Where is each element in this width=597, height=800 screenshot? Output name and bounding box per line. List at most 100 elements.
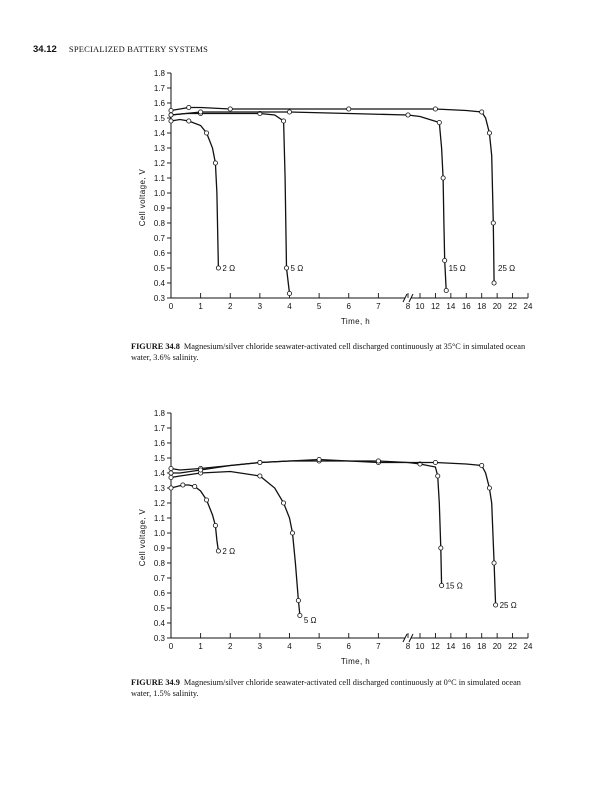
- curve-label: 15 Ω: [446, 582, 463, 591]
- y-tick-label: 1.3: [154, 484, 166, 493]
- x-axis-label: Time, h: [341, 657, 370, 666]
- curve-label: 25 Ω: [500, 601, 517, 610]
- x-tick-label: 12: [431, 302, 440, 311]
- y-tick-label: 0.6: [154, 589, 166, 598]
- data-point: [168, 466, 174, 472]
- x-tick-label: 22: [508, 302, 517, 311]
- data-point: [436, 120, 442, 126]
- x-tick-label: 8: [406, 302, 411, 311]
- data-point: [204, 497, 210, 503]
- data-point: [281, 500, 287, 506]
- data-point: [490, 220, 496, 226]
- data-point: [435, 473, 441, 479]
- data-point: [257, 460, 263, 466]
- x-tick-label: 3: [258, 302, 263, 311]
- x-tick-label: 5: [317, 302, 322, 311]
- data-point: [212, 523, 218, 529]
- x-tick-label: 1: [198, 642, 203, 651]
- x-tick-label: 20: [493, 302, 502, 311]
- curve-label: 2 Ω: [222, 547, 235, 556]
- y-tick-label: 0.9: [154, 544, 166, 553]
- data-point: [212, 160, 218, 166]
- data-point: [479, 463, 485, 469]
- x-tick-label: 3: [258, 642, 263, 651]
- x-tick-label: 18: [477, 302, 486, 311]
- y-tick-label: 1.8: [154, 409, 166, 418]
- data-point: [281, 118, 287, 124]
- y-tick-label: 0.5: [154, 264, 166, 273]
- data-point: [297, 612, 303, 618]
- data-point: [286, 290, 292, 296]
- y-tick-label: 0.4: [154, 279, 166, 288]
- figure-34-9-chart: 0.3 0.4 0.5 0.6 0.7 0.8 0.9 1.0 1.1 1.2 1.3 1.4 1.5 1…: [138, 409, 533, 666]
- y-tick-label: 1.6: [154, 439, 166, 448]
- y-tick-label: 1.5: [154, 114, 166, 123]
- y-tick-label: 0.9: [154, 204, 166, 213]
- figure-34-9-caption-text: Magnesium/silver chloride seawater-activ…: [131, 678, 521, 698]
- series-line-2-ohm: [170, 484, 220, 552]
- data-point: [198, 467, 204, 473]
- data-point: [432, 460, 438, 466]
- y-tick-label: 1.4: [154, 129, 166, 138]
- data-point: [289, 530, 295, 536]
- x-tick-label: 0: [169, 642, 174, 651]
- data-point: [186, 118, 192, 124]
- data-point: [491, 560, 497, 566]
- series-line-5-ohm: [170, 112, 291, 294]
- series-line-25-ohm: [170, 106, 495, 284]
- data-point: [405, 112, 411, 118]
- y-tick-label: 1.1: [154, 174, 166, 183]
- data-point: [257, 473, 263, 479]
- data-point: [286, 109, 292, 115]
- figure-34-9-caption: FIGURE 34.9 Magnesium/silver chloride sea…: [131, 677, 536, 699]
- y-tick-label: 1.1: [154, 514, 166, 523]
- series-line-2-ohm: [170, 118, 220, 269]
- data-point: [227, 106, 233, 112]
- data-point: [168, 108, 174, 114]
- y-tick-label: 1.4: [154, 469, 166, 478]
- data-point: [295, 597, 301, 603]
- x-tick-label: 6: [347, 302, 352, 311]
- y-tick-label: 1.5: [154, 454, 166, 463]
- data-point: [442, 257, 448, 263]
- y-tick-label: 1.8: [154, 69, 166, 78]
- figure-34-8-caption-text: Magnesium/silver chloride seawater-activ…: [131, 342, 526, 362]
- x-tick-label: 2: [228, 642, 233, 651]
- data-point: [215, 265, 221, 271]
- y-tick-label: 0.5: [154, 604, 166, 613]
- y-tick-label: 0.7: [154, 574, 166, 583]
- plot-area: 0.3 0.4 0.5 0.6 0.7 0.8 0.9 1.0 1.1 1.2 1.3 1.4 1.5 1…: [138, 409, 533, 666]
- x-tick-label: 16: [462, 642, 471, 651]
- y-tick-label: 1.6: [154, 99, 166, 108]
- y-tick-label: 1.2: [154, 499, 166, 508]
- data-point: [168, 112, 174, 118]
- x-tick-label: 7: [376, 642, 381, 651]
- axis-break-mark: [402, 633, 414, 643]
- page-header: 34.12 SPECIALIZED BATTERY SYSTEMS: [33, 44, 208, 58]
- data-point: [443, 287, 449, 293]
- x-tick-label: 0: [169, 302, 174, 311]
- data-point: [168, 118, 174, 124]
- y-tick-label: 1.2: [154, 159, 166, 168]
- figure-34-8-chart: 0.3 0.4 0.5 0.6 0.7 0.8 0.9 1.0 1.1 1.2 1.3 1.4 1.5 1…: [138, 69, 533, 326]
- y-tick-label: 1.7: [154, 424, 166, 433]
- series-line-25-ohm: [171, 458, 497, 606]
- data-point: [438, 545, 444, 551]
- x-tick-label: 20: [493, 642, 502, 651]
- x-tick-label: 24: [524, 302, 533, 311]
- data-point: [168, 485, 174, 491]
- x-tick-label: 2: [228, 302, 233, 311]
- x-tick-label: 14: [446, 642, 455, 651]
- y-tick-label: 1.0: [154, 189, 166, 198]
- x-tick-label: 5: [317, 642, 322, 651]
- x-tick-label: 4: [287, 642, 292, 651]
- curve-label: 5 Ω: [291, 264, 304, 273]
- data-point: [168, 470, 174, 476]
- curve-label: 15 Ω: [449, 264, 466, 273]
- series-line-15-ohm: [170, 111, 447, 291]
- y-axis-label: Cell voltage, V: [138, 508, 147, 566]
- data-point: [186, 105, 192, 111]
- data-point: [491, 280, 497, 286]
- curve-label: 2 Ω: [222, 264, 235, 273]
- x-axis-label: Time, h: [341, 317, 370, 326]
